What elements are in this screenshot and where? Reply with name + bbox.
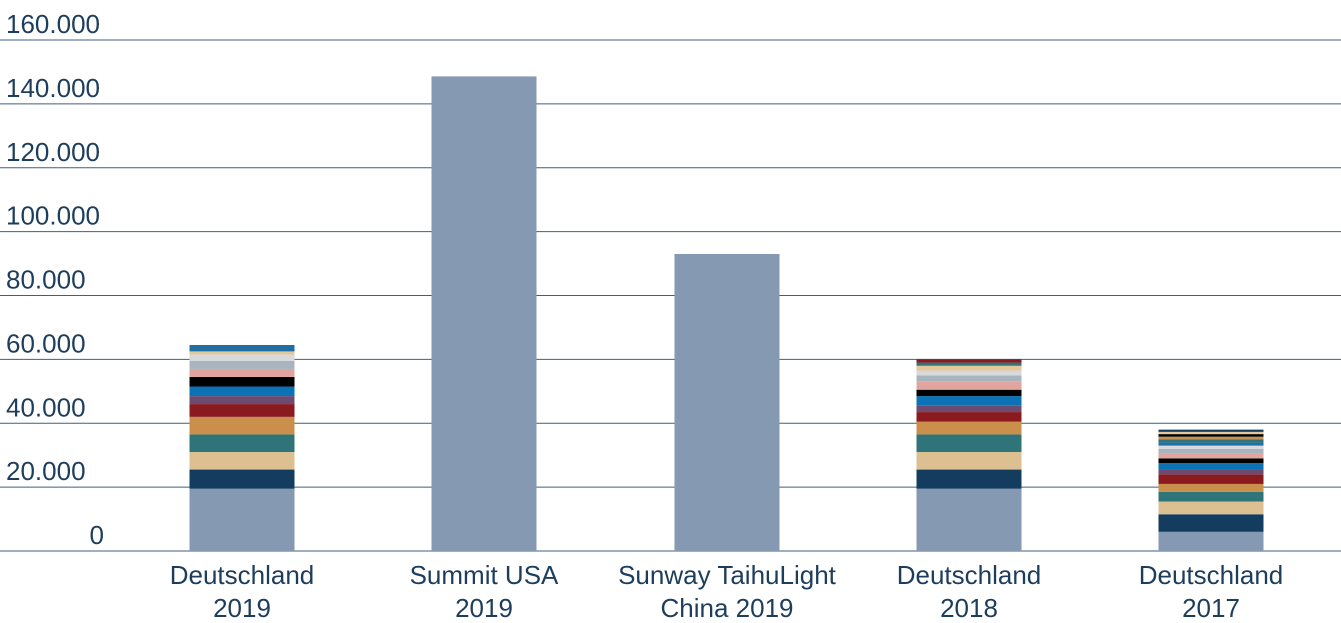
bar-segment: [916, 396, 1022, 406]
bar-segment: [189, 396, 295, 405]
x-category-label-line2: 2017: [1182, 593, 1240, 623]
bar-segment: [189, 360, 295, 369]
bars-layer: [189, 76, 1264, 551]
y-tick-label: 40.000: [6, 392, 86, 422]
y-tick-label: 0: [90, 520, 104, 550]
bar-segment: [1158, 442, 1264, 446]
bar-segment: [1158, 439, 1264, 443]
bar-segment: [1158, 483, 1264, 492]
bar-segment: [916, 359, 1022, 363]
bar-segment: [189, 354, 295, 361]
bar-segment: [916, 469, 1022, 489]
bar-segment: [916, 451, 1022, 470]
bar-segment: [189, 345, 295, 352]
bar-segment: [189, 451, 295, 470]
bar-segment: [916, 405, 1022, 413]
x-category-label-line1: Deutschland: [897, 560, 1042, 590]
y-axis-tick-labels: 0 20.000 40.000 60.000 80.000 100.000 120.000 1…: [6, 9, 104, 550]
x-category-label-line1: Deutschland: [1139, 560, 1284, 590]
x-category-label-line2: 2019: [213, 593, 271, 623]
x-category-label-line2: 2018: [940, 593, 998, 623]
bar-segment: [189, 404, 295, 417]
bar-segment: [1158, 429, 1264, 432]
bar-segment: [1158, 474, 1264, 484]
bar-segment: [1158, 453, 1264, 459]
bar-segment: [916, 362, 1022, 366]
x-category-label-line2: China 2019: [661, 593, 794, 623]
bar-segment: [916, 389, 1022, 397]
bar-segment: [1158, 448, 1264, 454]
bar-segment: [916, 375, 1022, 382]
bar-segment: [1158, 431, 1264, 435]
bar-segment: [189, 386, 295, 397]
x-category-label-line1: Summit USA: [410, 560, 559, 590]
bar-segment: [916, 421, 1022, 435]
bar-segment: [916, 434, 1022, 452]
x-category-label-line1: Sunway TaihuLight: [618, 560, 837, 590]
y-tick-label: 60.000: [6, 328, 86, 358]
bar-segment: [1158, 514, 1264, 532]
bar-segment: [1158, 458, 1264, 464]
bar-segment: [189, 351, 295, 355]
bar-segment: [1158, 436, 1264, 440]
bar-segment: [916, 381, 1022, 390]
bar-segment: [431, 76, 537, 551]
bar-segment: [1158, 469, 1264, 475]
bar-stack: [1158, 429, 1264, 551]
bar-stack: [916, 359, 1022, 551]
y-tick-label: 160.000: [6, 9, 100, 39]
bar-stack: [431, 76, 537, 551]
y-tick-label: 140.000: [6, 73, 100, 103]
bar-stack: [674, 253, 780, 551]
bar-segment: [1158, 463, 1264, 470]
bar-segment: [1158, 531, 1264, 551]
x-category-label-line2: 2019: [455, 593, 513, 623]
bar-segment: [916, 412, 1022, 422]
bar-segment: [916, 370, 1022, 376]
x-category-label-line1: Deutschland: [170, 560, 315, 590]
bar-segment: [189, 376, 295, 387]
bar-segment: [916, 488, 1022, 551]
bar-segment: [189, 434, 295, 452]
y-tick-label: 100.000: [6, 201, 100, 231]
y-tick-label: 120.000: [6, 137, 100, 167]
bar-segment: [1158, 491, 1264, 502]
y-tick-label: 80.000: [6, 265, 86, 295]
bar-stack: [189, 345, 295, 551]
y-tick-label: 20.000: [6, 456, 86, 486]
bar-segment: [189, 416, 295, 435]
bar-segment: [189, 469, 295, 489]
bar-segment: [189, 488, 295, 551]
bar-segment: [1158, 501, 1264, 515]
bar-segment: [189, 368, 295, 377]
bar-segment: [1158, 445, 1264, 449]
bar-segment: [1158, 434, 1264, 437]
bar-segment: [916, 365, 1022, 371]
bar-segment: [674, 253, 780, 551]
